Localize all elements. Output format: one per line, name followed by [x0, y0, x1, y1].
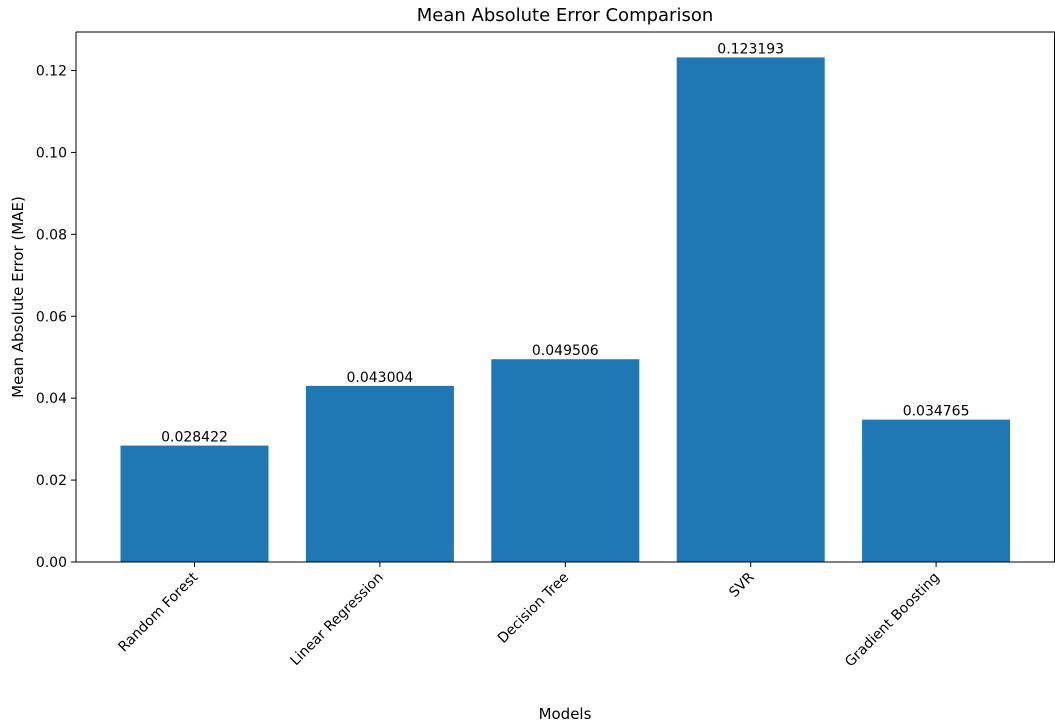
y-tick-label: 0.06	[36, 309, 67, 325]
x-tick-label: Gradient Boosting	[842, 570, 943, 671]
data-label: 0.028422	[161, 430, 228, 446]
bar-decision-tree	[491, 359, 640, 562]
bar-gradient-boosting	[862, 419, 1011, 562]
data-label: 0.049506	[532, 343, 599, 359]
data-label: 0.034765	[903, 404, 970, 420]
x-tick-label: Linear Regression	[287, 570, 386, 669]
x-tick-label: Decision Tree	[495, 570, 572, 647]
x-tick-label: Random Forest	[115, 569, 201, 655]
y-tick-label: 0.12	[36, 64, 67, 80]
y-tick-label: 0.00	[36, 555, 67, 571]
data-label: 0.123193	[717, 41, 784, 57]
x-tick-label: SVR	[726, 569, 757, 600]
data-label: 0.043004	[346, 370, 413, 386]
chart-title: Mean Absolute Error Comparison	[417, 5, 714, 26]
y-tick-label: 0.04	[36, 391, 67, 407]
x-axis-label: Models	[539, 705, 592, 723]
y-tick-label: 0.02	[36, 473, 67, 489]
y-tick-label: 0.10	[36, 145, 67, 161]
y-axis-label: Mean Absolute Error (MAE)	[9, 196, 27, 398]
bar-linear-regression	[305, 385, 454, 562]
plot-area: 0.028422 0.043004 0.049506 0.123193 0.034765…	[36, 31, 1055, 671]
bar-random-forest	[120, 445, 269, 562]
y-tick-label: 0.08	[36, 227, 67, 243]
bar-svr	[676, 57, 825, 563]
